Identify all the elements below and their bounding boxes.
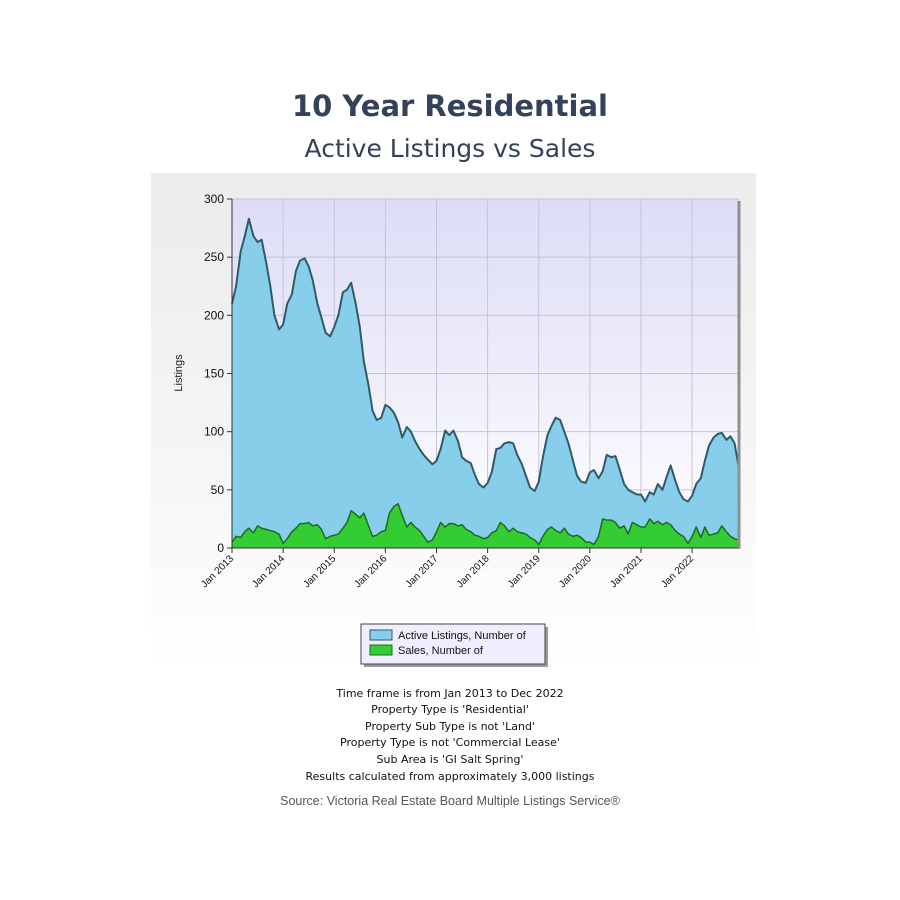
chart-panel: 0 50 100 150 200 250 300 Jan 2013 Jan 2014 Jan 20… [151,173,756,668]
note-line: Property Sub Type is not 'Land' [365,719,535,733]
x-tick-label: Jan 2018 [455,553,492,590]
x-tick-label: Jan 2021 [608,553,645,590]
y-tick-label: 200 [204,308,224,322]
source-note: Source: Victoria Real Estate Board Multi… [280,794,620,808]
chart-notes: Time frame is from Jan 2013 to Dec 2022 … [0,686,900,785]
sales-line [231,503,740,546]
x-tick-label: Jan 2017 [404,553,441,590]
results-note: Results calculated from approximately 3,… [305,770,595,784]
chart-title: 10 Year Residential [291,89,608,123]
x-tick-label: Jan 2020 [557,553,594,590]
y-tick-label: 300 [204,192,224,206]
note-line: Sub Area is 'GI Salt Spring' [376,752,524,766]
y-tick-label: 150 [204,367,224,381]
sales-area [232,503,739,548]
y-tick-label: 250 [204,250,224,264]
x-tick-label: Jan 2015 [301,553,338,590]
legend: Active Listings, Number of Sales, Number… [360,623,548,667]
active-listings-line [231,217,740,503]
note-line: Time frame is from Jan 2013 to Dec 2022 [336,687,564,700]
x-tick-label: Jan 2013 [199,553,236,590]
legend-label-sales: Sales, Number of [398,645,484,657]
x-tick-label: Jan 2016 [353,553,390,590]
y-axis-label: Listings [173,354,185,392]
x-tick-label: Jan 2022 [659,553,696,590]
legend-swatch-sales [369,644,393,656]
x-tick-label: Jan 2019 [506,553,543,590]
note-line: Property Type is 'Residential' [371,703,529,717]
y-tick-label: 50 [211,483,225,497]
series-layer [231,217,740,548]
active-listings-area [232,218,739,548]
area-chart: 0 50 100 150 200 250 300 Jan 2013 Jan 2014 Jan 20… [173,192,741,667]
x-tick-label: Jan 2014 [250,553,287,590]
y-tick-label: 100 [204,425,224,439]
chart-subtitle: Active Listings vs Sales [304,134,596,163]
y-tick-label: 0 [217,541,224,555]
legend-swatch-active-listings [369,629,393,641]
note-line: Property Type is not 'Commercial Lease' [340,736,560,750]
legend-label-active-listings: Active Listings, Number of [398,630,527,642]
